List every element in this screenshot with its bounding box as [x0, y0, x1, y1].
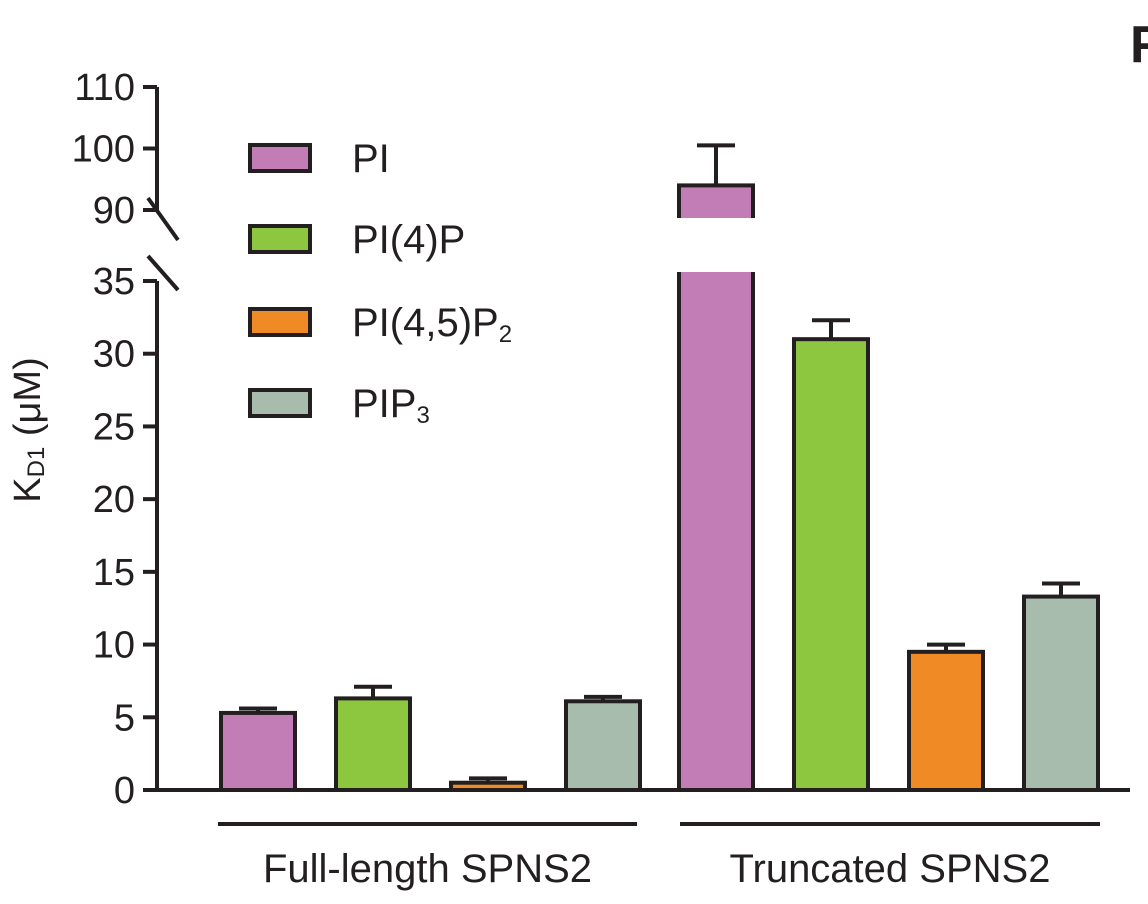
- bar-pi-group-1: [219, 710, 297, 792]
- legend-label-main: PI(4)P: [352, 218, 465, 262]
- legend-swatch: [248, 388, 312, 418]
- legend-swatch: [248, 307, 312, 337]
- y-axis-title-sub: D1: [23, 447, 50, 478]
- bar-pi-4-5-p2-group-2: [907, 649, 985, 792]
- legend-label-main: PI: [352, 137, 390, 181]
- y-tick-label: 110: [74, 67, 135, 109]
- y-tick-label: 15: [93, 552, 135, 594]
- legend-label-sub: 2: [499, 321, 512, 348]
- y-axis-title-main: K: [7, 477, 49, 502]
- group-label: Truncated SPNS2: [730, 847, 1051, 891]
- y-tick-label: 10: [93, 625, 135, 667]
- legend-label-main: PIP: [352, 382, 416, 426]
- y-tick-label: 0: [114, 770, 135, 812]
- legend-swatch: [248, 143, 312, 173]
- y-tick-label: 20: [93, 479, 135, 521]
- y-tick-label: 90: [93, 190, 135, 232]
- y-tick-label: 25: [93, 406, 135, 448]
- bar-break-gap: [675, 218, 757, 272]
- legend-label-main: PI(4,5)P: [352, 301, 499, 345]
- legend-label: PIP3: [352, 382, 430, 429]
- legend-label: PI: [352, 137, 390, 181]
- y-axis-title: KD1 (μM): [7, 357, 50, 502]
- panel-letter: F: [1130, 16, 1148, 74]
- axis-break-mark-1: [146, 196, 180, 242]
- y-tick-label: 5: [114, 697, 135, 739]
- y-axis-title-unit: (μM): [7, 357, 49, 446]
- y-tick-label: 35: [93, 261, 135, 303]
- bar-pi-4-p-group-2: [792, 337, 870, 792]
- bar-pi-4-p-group-1: [334, 696, 412, 793]
- y-tick-label: 100: [72, 129, 135, 171]
- legend-swatch: [248, 224, 312, 254]
- axis-break-mark-2: [146, 254, 180, 292]
- y-tick-label: 30: [93, 334, 135, 376]
- legend-label: PI(4,5)P2: [352, 301, 512, 348]
- group-label: Full-length SPNS2: [263, 847, 592, 891]
- legend-label-sub: 3: [416, 402, 429, 429]
- bar-pip3-group-2: [1022, 594, 1100, 793]
- bar-pi-group-2: [677, 183, 755, 792]
- legend-label: PI(4)P: [352, 218, 465, 262]
- bar-pip3-group-1: [564, 699, 642, 792]
